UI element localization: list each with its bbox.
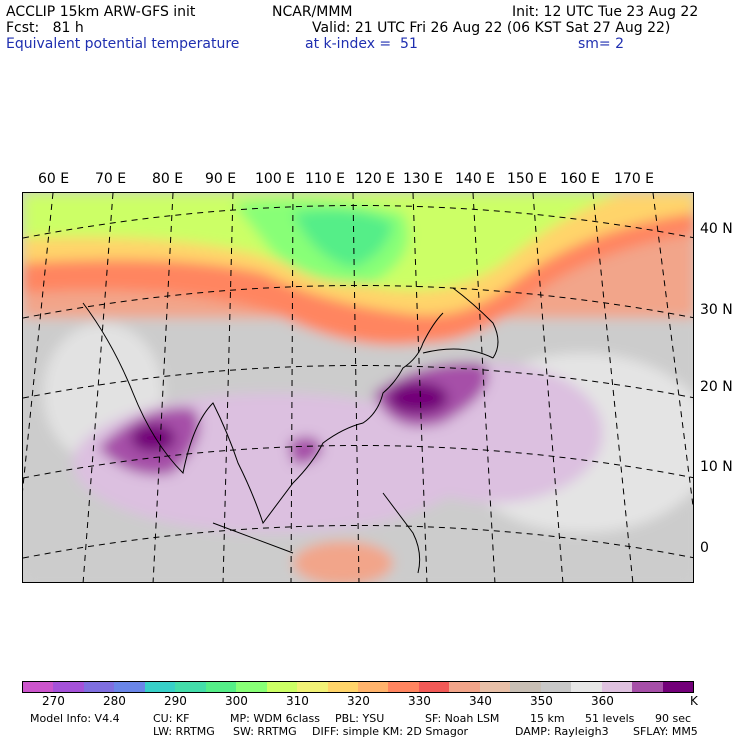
timestep: 90 sec <box>655 712 692 725</box>
valid-time: Valid: 21 UTC Fri 26 Aug 22 (06 KST Sat … <box>312 20 671 36</box>
map-canvas <box>23 193 693 582</box>
lat-label-30n: 30 N <box>700 302 733 318</box>
lon-label-60e: 60 E <box>38 171 70 187</box>
lat-label-10n: 10 N <box>700 459 733 475</box>
colorbar-swatch <box>571 682 602 692</box>
field-name: Equivalent potential temperature <box>6 36 240 52</box>
cu-scheme: CU: KF <box>153 712 190 725</box>
colorbar-tick: 320 <box>347 694 370 708</box>
institution-label: NCAR/MMM <box>272 4 353 20</box>
colorbar-tick: 280 <box>103 694 126 708</box>
colorbar-swatch <box>388 682 419 692</box>
lon-label-80e: 80 E <box>152 171 184 187</box>
lat-label-20n: 20 N <box>700 379 733 395</box>
colorbar-swatch <box>83 682 115 692</box>
forecast-hour: Fcst: 81 h <box>6 20 84 36</box>
lon-label-170e: 170 E <box>614 171 655 187</box>
colorbar-swatch <box>479 682 511 692</box>
lon-label-90e: 90 E <box>205 171 237 187</box>
colorbar-swatch <box>327 682 358 692</box>
colorbar-tick: 290 <box>164 694 187 708</box>
lon-label-140e: 140 E <box>455 171 496 187</box>
lon-label-70e: 70 E <box>95 171 127 187</box>
colorbar-swatch <box>418 682 450 692</box>
diff-scheme: DIFF: simple KM: 2D Smagor <box>312 725 469 738</box>
colorbar-swatch <box>357 682 389 692</box>
colorbar-tick: 310 <box>286 694 309 708</box>
pbl-scheme: PBL: YSU <box>335 712 385 725</box>
levels: 51 levels <box>585 712 635 725</box>
sf-scheme: SF: Noah LSM <box>425 712 500 725</box>
model-info: Model Info: V4.4 <box>30 712 120 725</box>
colorbar-swatch <box>53 682 84 692</box>
lon-label-130e: 130 E <box>403 171 444 187</box>
colorbar-swatch <box>449 682 480 692</box>
resolution: 15 km <box>530 712 565 725</box>
colorbar-swatch <box>236 682 267 692</box>
colorbar-swatch <box>266 682 298 692</box>
lat-label-40n: 40 N <box>700 221 733 237</box>
theta-e-field <box>23 193 693 582</box>
init-time: Init: 12 UTC Tue 23 Aug 22 <box>512 4 699 20</box>
colorbar-swatch <box>144 682 176 692</box>
mp-scheme: MP: WDM 6class <box>230 712 320 725</box>
colorbar-tick: 340 <box>469 694 492 708</box>
lat-label-0: 0 <box>700 540 709 556</box>
colorbar <box>22 681 694 693</box>
lon-label-100e: 100 E <box>255 171 296 187</box>
lw-scheme: LW: RRTMG <box>153 725 215 738</box>
colorbar-swatch <box>114 682 145 692</box>
colorbar-swatch <box>601 682 633 692</box>
colorbar-tick: 270 <box>42 694 65 708</box>
sflay-scheme: SFLAY: MM5 <box>633 725 698 738</box>
k-index: at k-index = 51 <box>305 36 418 52</box>
theta-e-map <box>22 192 694 583</box>
colorbar-unit: K <box>690 694 698 708</box>
colorbar-swatch <box>205 682 237 692</box>
colorbar-tick: 350 <box>530 694 553 708</box>
smoothing: sm= 2 <box>578 36 625 52</box>
colorbar-swatch <box>662 682 693 692</box>
lon-label-150e: 150 E <box>507 171 548 187</box>
sw-scheme: SW: RRTMG <box>233 725 297 738</box>
colorbar-tick: 360 <box>591 694 614 708</box>
colorbar-swatch <box>297 682 328 692</box>
lon-label-110e: 110 E <box>305 171 346 187</box>
colorbar-swatch <box>23 682 54 692</box>
lon-label-120e: 120 E <box>355 171 396 187</box>
colorbar-tick: 330 <box>408 694 431 708</box>
lon-label-160e: 160 E <box>560 171 601 187</box>
colorbar-swatch <box>175 682 206 692</box>
colorbar-swatch <box>540 682 572 692</box>
colorbar-swatch <box>510 682 541 692</box>
colorbar-swatch <box>632 682 663 692</box>
coastlines <box>82 287 499 574</box>
colorbar-tick: 300 <box>225 694 248 708</box>
damp-scheme: DAMP: Rayleigh3 <box>515 725 609 738</box>
model-title: ACCLIP 15km ARW-GFS init <box>6 4 196 20</box>
